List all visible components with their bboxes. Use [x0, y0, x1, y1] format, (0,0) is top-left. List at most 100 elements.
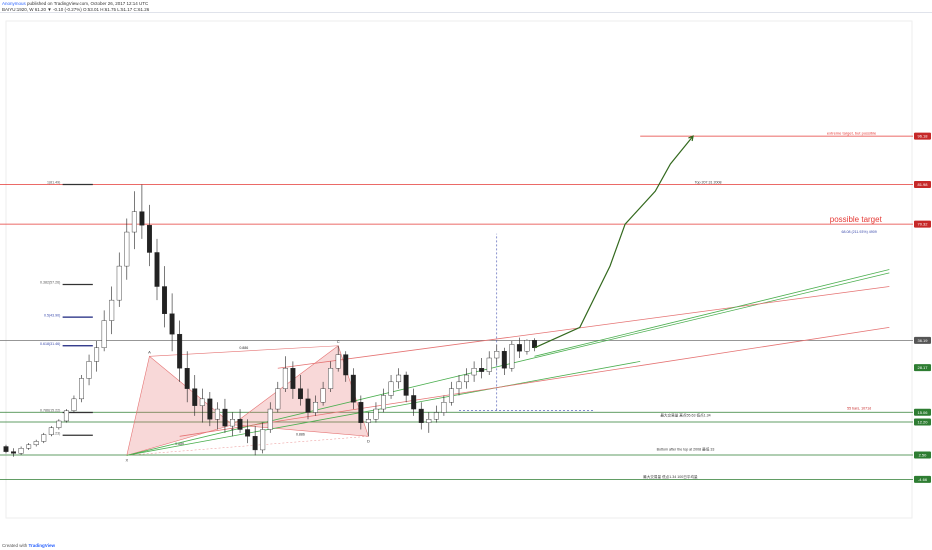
chart-frame: extreme target, but possible possible tar…: [0, 12, 932, 540]
candle-body: [267, 408, 273, 430]
fib-label-5: 0(6.23): [49, 431, 60, 435]
candle-body: [86, 361, 92, 379]
trendline-3[interactable]: [277, 286, 890, 369]
candle-body: [26, 444, 32, 449]
author-link[interactable]: Anonymous: [2, 1, 26, 6]
candle-body: [411, 395, 417, 410]
candle-body: [381, 395, 386, 410]
price-badge-5[interactable]: [914, 408, 931, 416]
candle-body: [139, 211, 145, 226]
candle-body: [320, 388, 326, 403]
candle-body: [245, 429, 251, 437]
candle-body: [41, 434, 47, 442]
projection-arrow: [688, 135, 694, 142]
candle-body: [433, 412, 439, 420]
candle-body: [388, 381, 394, 396]
candle-body: [71, 398, 77, 411]
candle-body: [101, 320, 107, 348]
candle-body: [230, 419, 235, 427]
candle-body: [282, 368, 288, 389]
price-badge-2[interactable]: [914, 220, 931, 228]
candle-body: [184, 368, 190, 389]
fib-label-1: 0.382(57.26): [40, 281, 60, 285]
candle-body: [456, 381, 462, 389]
pattern-triangle-xab[interactable]: [126, 355, 234, 456]
candle-body: [373, 408, 379, 420]
level-label-volume: 最大交易量 低点1.34 100日平均量: [643, 474, 698, 479]
candle-body: [335, 354, 341, 369]
price-badge-4[interactable]: [914, 364, 931, 372]
pattern-point-A: A: [148, 349, 151, 354]
candle-body: [177, 333, 183, 369]
candle-body: [290, 368, 296, 389]
candle-body: [479, 368, 485, 372]
projection-path[interactable]: [534, 135, 694, 349]
price-badge-8[interactable]: [914, 475, 931, 483]
pattern-point-C: C: [337, 339, 340, 344]
candle-body: [396, 374, 402, 383]
candle-body: [207, 398, 213, 420]
candle-body: [56, 420, 62, 428]
price-badge-6[interactable]: [914, 418, 931, 426]
pattern-point-D: D: [367, 438, 370, 443]
plot-area: [5, 20, 913, 519]
fib-label-0: 1(81.49): [47, 181, 60, 185]
annotation-3: 最大交易量 高点55.63 低点1.34: [660, 413, 710, 418]
candle-body: [297, 388, 303, 400]
candle-body: [418, 408, 424, 423]
price-badge-7[interactable]: [914, 451, 931, 459]
symbol-line: BAIYU:1920, W 61.20 ▼ -0.10 (-0.27%) O:5…: [2, 7, 150, 12]
price-badge-label-3: 36.19: [917, 338, 928, 343]
possible-target-label: possible target: [830, 215, 883, 224]
tradingview-logo[interactable]: TradingView: [28, 543, 55, 548]
pattern-point-X: X: [125, 457, 128, 462]
candle-body: [358, 402, 364, 423]
candle-body: [18, 448, 24, 454]
annotation-2: 55 bars, 1071d: [847, 406, 871, 410]
candle-body: [448, 388, 454, 403]
candle-body: [328, 368, 334, 389]
candle-body: [343, 354, 349, 376]
candle-body: [222, 408, 228, 427]
price-badge-label-5: 15.06: [917, 410, 928, 415]
annotation-0: Top 207.31 2008: [695, 180, 722, 184]
candle-body: [524, 340, 530, 352]
candle-body: [471, 368, 477, 376]
price-badge-0[interactable]: [914, 132, 931, 140]
candle-body: [403, 374, 409, 396]
candle-body: [79, 378, 84, 400]
ratio-label-0: 0.886: [175, 442, 184, 446]
fib-label-4: 0.786(15.22): [40, 409, 60, 413]
fib-label-3: 0.618(31.46): [40, 342, 60, 346]
candle-body: [486, 357, 492, 372]
ratio-label-2: 0.886: [296, 433, 305, 437]
candle-body: [124, 231, 130, 267]
candle-body: [3, 446, 9, 452]
candle-body: [237, 419, 243, 430]
price-badge-label-6: 12.20: [917, 420, 928, 425]
fib-label-2: 0.5(43.90): [44, 313, 60, 317]
trendline-2[interactable]: [179, 326, 890, 437]
candle-body: [305, 398, 311, 413]
candle-body: [109, 299, 115, 321]
ratio-label-1: 0.886: [239, 346, 248, 350]
chart-svg[interactable]: extreme target, but possible possible tar…: [0, 13, 932, 540]
trendline-4[interactable]: [534, 269, 890, 357]
price-badge-3[interactable]: [914, 336, 931, 344]
published-text: published on TradingView.com, October 26…: [27, 1, 149, 6]
candle-body: [252, 436, 258, 451]
candle-body: [464, 374, 470, 383]
candle-body: [509, 344, 515, 369]
candle-body: [365, 419, 371, 423]
candle-body: [501, 350, 507, 369]
candle-body: [260, 429, 266, 451]
price-badge-label-8: -4.66: [918, 477, 928, 482]
candle-body: [94, 347, 100, 362]
chart-header: Anonymous published on TradingView.com, …: [2, 1, 149, 13]
price-badge-label-7: 2.50: [919, 453, 928, 458]
candle-body: [426, 419, 432, 423]
candle-body: [199, 398, 205, 406]
candle-body: [162, 286, 168, 314]
candle-body: [33, 441, 39, 446]
price-badge-1[interactable]: [914, 180, 931, 188]
